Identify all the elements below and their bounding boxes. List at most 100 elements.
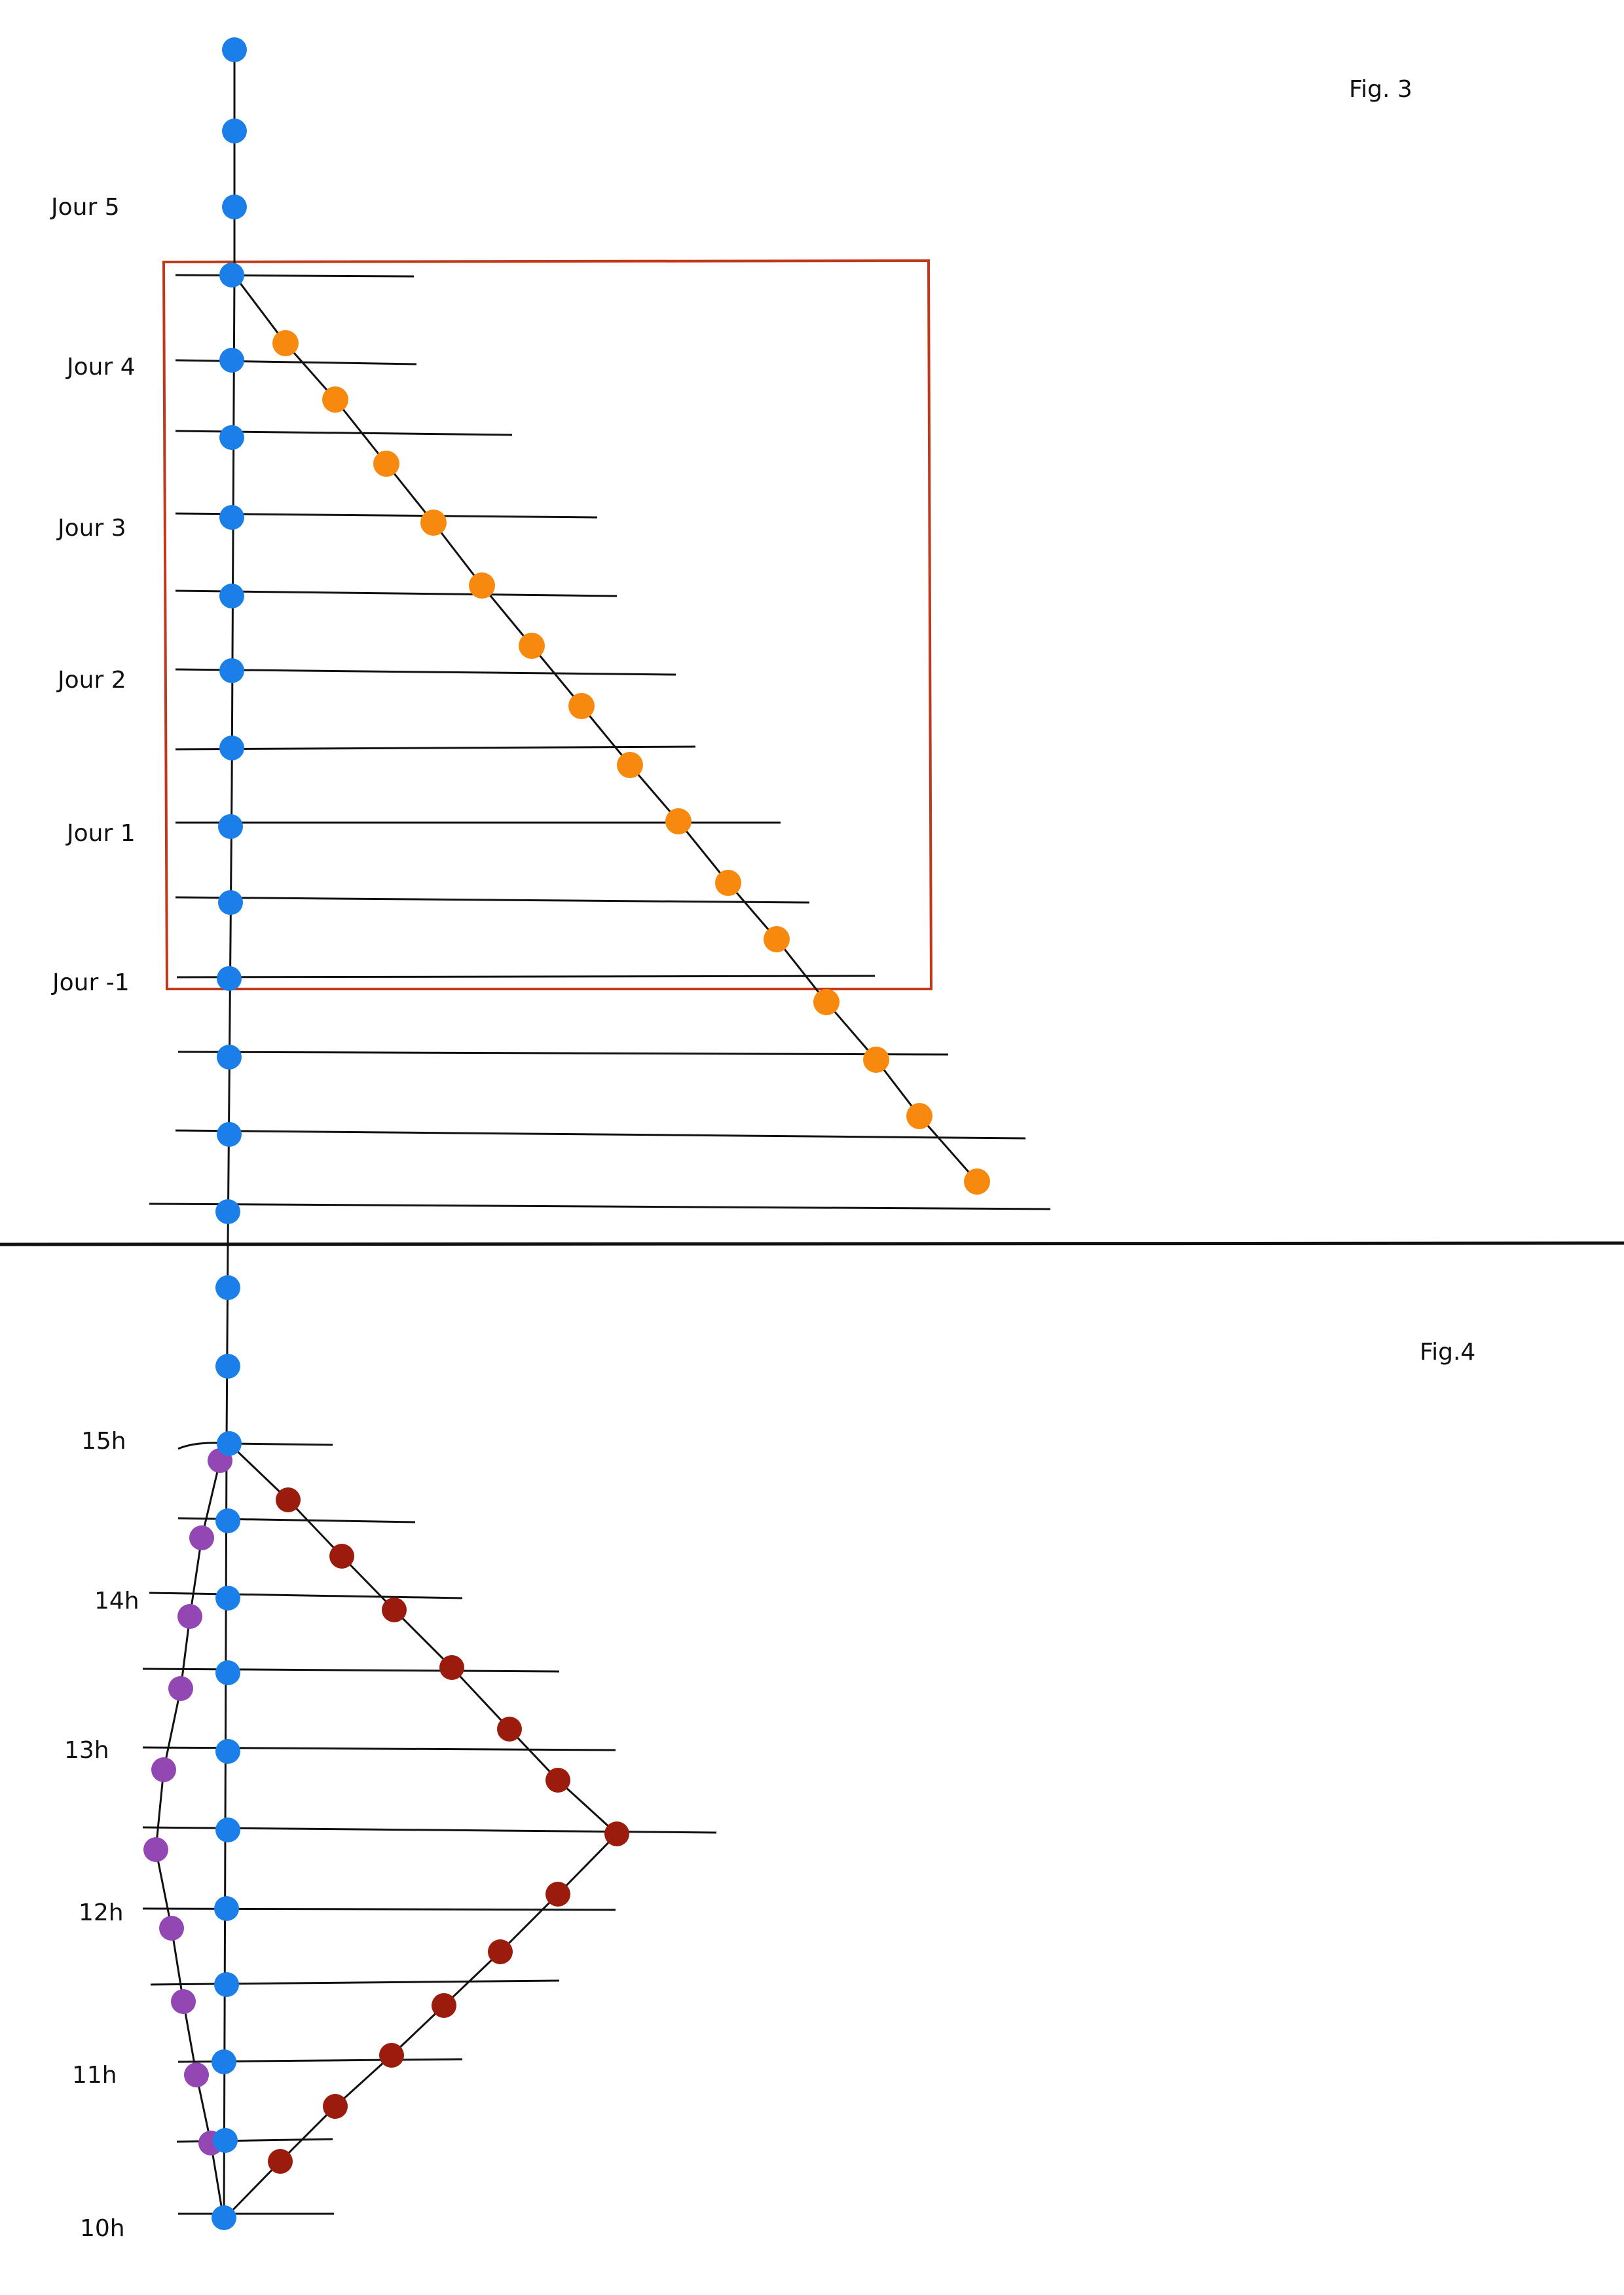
darkred-dot (323, 2094, 348, 2119)
figure-4: Fig.4 15h 14h 13h 12h 11h 10h (64, 1339, 1475, 2242)
darkred-dot (382, 1597, 407, 1622)
darkred-dot (497, 1717, 522, 1742)
orange-dot (420, 510, 447, 536)
orange-dot (863, 1047, 889, 1073)
blue-dot (218, 814, 243, 839)
blue-dot (217, 1122, 242, 1147)
figure-divider (0, 1241, 1624, 1246)
orange-dot (568, 693, 595, 719)
darkred-dots (268, 1487, 629, 2174)
figure-3: Fig. 3 Jour 5 Jour 4 Jour 3 Jour 2 Jour … (50, 76, 1412, 1210)
purple-dot (184, 2062, 209, 2087)
fig3-caption: Fig. 3 (1349, 76, 1412, 103)
fig4-hline (177, 1442, 333, 1450)
darkred-dot (545, 1882, 570, 1907)
blue-dot (215, 1660, 240, 1685)
label-jour-3: Jour 3 (56, 515, 126, 542)
fig3-horizontal-lines (149, 274, 1051, 1210)
blue-dot (212, 2205, 236, 2230)
blue-dot (219, 736, 244, 760)
fig3-hline (175, 512, 598, 519)
purple-dot (143, 1837, 168, 1862)
label-jour-2: Jour 2 (56, 667, 126, 694)
blue-dot (215, 1586, 240, 1611)
blue-dot (217, 1045, 242, 1070)
fig3-hline (175, 745, 696, 751)
label-jour-minus-1: Jour -1 (51, 969, 130, 996)
purple-dot (177, 1604, 202, 1629)
purple-dot (168, 1676, 193, 1701)
orange-dot (272, 330, 299, 356)
orange-dot (373, 451, 399, 477)
fig3-hline (149, 1203, 1051, 1210)
orange-dot (322, 386, 348, 413)
fig3-hline (175, 1129, 1026, 1140)
label-13h: 13h (64, 1737, 109, 1764)
label-10h: 10h (80, 2215, 125, 2242)
blue-dot (219, 658, 244, 683)
blue-dot (215, 1508, 240, 1533)
blue-dot (218, 890, 243, 915)
purple-dot (151, 1757, 176, 1782)
fig4-hline (149, 1592, 463, 1599)
fig3-hline (175, 359, 417, 365)
purple-dots (143, 1448, 232, 2155)
blue-dot (215, 1199, 240, 1224)
label-11h: 11h (72, 2062, 117, 2089)
blue-dot (214, 1896, 239, 1921)
blue-dot (222, 37, 247, 62)
blue-dot (213, 2128, 238, 2153)
blue-dot (219, 505, 244, 530)
label-14h: 14h (94, 1588, 139, 1614)
blue-dot (217, 1431, 242, 1456)
label-12h: 12h (79, 1899, 124, 1926)
blue-dot (219, 263, 244, 288)
orange-dot (469, 572, 495, 599)
darkred-dot (432, 1993, 456, 2018)
orange-dot (617, 752, 643, 778)
blue-dot (215, 1818, 240, 1842)
blue-dot (219, 584, 244, 608)
orange-dot (665, 808, 692, 834)
orange-connector-line (232, 273, 978, 1182)
blue-dot (217, 966, 242, 991)
purple-dot (171, 1989, 196, 2014)
darkred-dot (545, 1768, 570, 1793)
blue-dot (214, 1972, 239, 1997)
purple-dot (189, 1525, 214, 1550)
orange-dot (519, 633, 545, 659)
fig4-hline (177, 1517, 416, 1523)
blue-dot (215, 1275, 240, 1300)
darkred-dot (604, 1821, 629, 1846)
blue-dots (215, 37, 247, 1379)
orange-dot (964, 1168, 990, 1195)
fig4-hline (142, 1668, 560, 1673)
darkred-dot (276, 1487, 301, 1512)
fig3-hline (177, 1051, 949, 1056)
purple-dot (159, 1916, 184, 1941)
orange-dot (813, 989, 840, 1015)
darkred-dot (488, 1939, 513, 1964)
blue-dot (219, 348, 244, 373)
darkred-dot (268, 2149, 293, 2174)
label-jour-4: Jour 4 (65, 354, 136, 381)
vertical-axis-line (223, 48, 236, 2218)
orange-dot (764, 926, 790, 952)
blue-dot (219, 425, 244, 450)
darkred-dot (329, 1544, 354, 1569)
fig4-hline (150, 1979, 560, 1986)
orange-dot (715, 870, 741, 896)
blue-dot (215, 1354, 240, 1379)
darkred-dot (439, 1655, 464, 1680)
label-15h: 15h (81, 1428, 126, 1455)
blue-dot (212, 2049, 236, 2074)
blue-dot (222, 195, 247, 219)
fig3-hline (175, 668, 676, 676)
fig4-caption: Fig.4 (1420, 1339, 1475, 1366)
blue-dot (222, 119, 247, 143)
label-jour-1: Jour 1 (65, 820, 136, 847)
fig3-hline (175, 896, 810, 904)
fig3-hline (175, 274, 415, 278)
